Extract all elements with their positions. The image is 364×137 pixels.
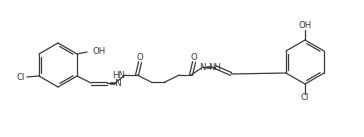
Text: N=: N= <box>199 64 213 72</box>
Text: =N: =N <box>108 79 122 89</box>
Text: O: O <box>136 54 143 62</box>
Text: Cl: Cl <box>301 93 309 102</box>
Text: OH: OH <box>298 22 312 31</box>
Text: HN: HN <box>112 71 126 79</box>
Text: NH: NH <box>208 64 221 72</box>
Text: OH: OH <box>92 48 105 56</box>
Text: O: O <box>191 54 197 62</box>
Text: Cl: Cl <box>17 72 25 82</box>
